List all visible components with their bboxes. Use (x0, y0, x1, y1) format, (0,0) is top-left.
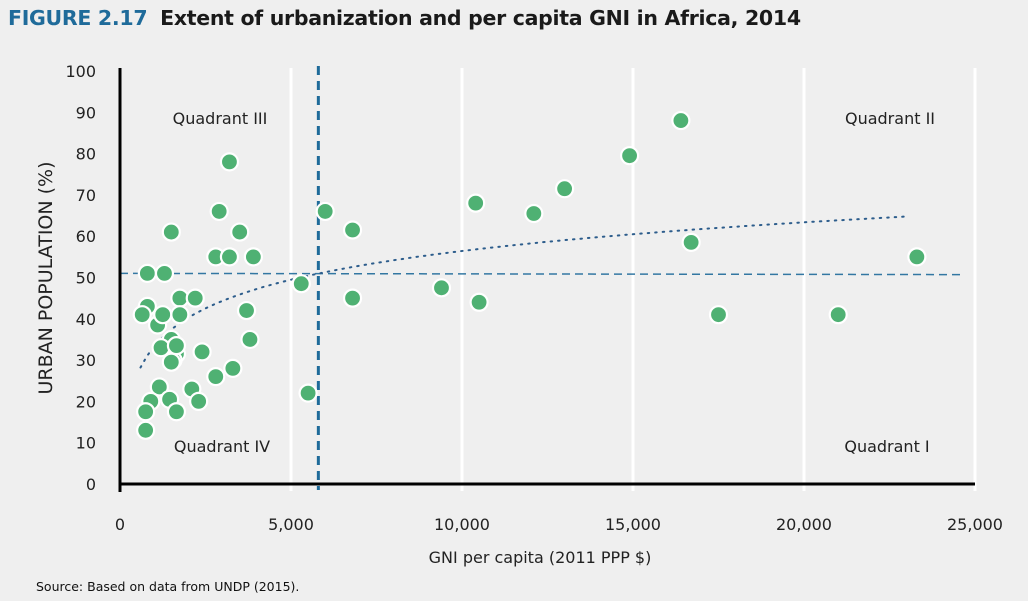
data-point (431, 278, 452, 298)
data-point (223, 358, 243, 378)
y-tick-labels: 0 10 20 30 40 50 60 70 80 90 100 (65, 62, 96, 494)
y-tick-label: 70 (76, 186, 96, 205)
source-note: Source: Based on data from UNDP (2015). (36, 579, 300, 594)
data-point (189, 391, 209, 411)
data-point (236, 300, 257, 321)
data-point (136, 402, 156, 422)
data-point (554, 179, 575, 199)
quadrant-labels: Quadrant III Quadrant II Quadrant IV Quadra… (173, 109, 935, 456)
axes (118, 68, 975, 492)
quadrant-label: Quadrant I (844, 437, 929, 456)
data-point (149, 377, 169, 397)
data-point (243, 247, 263, 267)
y-tick-label: 80 (76, 145, 96, 164)
x-tick-labels: 0 5,000 10,000 15,000 20,000 25,000 (115, 515, 1003, 534)
y-tick-label: 30 (76, 351, 96, 370)
data-point (524, 203, 544, 224)
data-point (154, 263, 175, 283)
quadrant-label: Quadrant IV (174, 437, 270, 456)
y-tick-label: 40 (76, 310, 96, 329)
data-point (681, 232, 701, 252)
data-point (132, 305, 152, 325)
data-point (828, 305, 848, 325)
data-point (151, 338, 171, 358)
data-point (708, 305, 729, 325)
x-tick-label: 10,000 (434, 515, 490, 534)
data-points (132, 110, 927, 440)
data-point (619, 146, 640, 166)
reference-lines (119, 66, 966, 490)
x-tick-label: 25,000 (947, 515, 1003, 534)
data-point (161, 222, 181, 242)
y-tick-label: 10 (76, 434, 96, 453)
data-point (469, 292, 489, 312)
y-axis-label: URBAN POPULATION (%) (35, 161, 57, 394)
quadrant-label: Quadrant III (173, 109, 268, 128)
y-tick-label: 90 (76, 103, 96, 122)
data-point (907, 247, 927, 267)
y-tick-label: 60 (76, 227, 96, 246)
data-point (137, 263, 157, 283)
x-tick-label: 20,000 (776, 515, 832, 534)
x-tick-label: 0 (115, 515, 125, 534)
quadrant-label: Quadrant II (845, 109, 935, 128)
data-point (209, 201, 229, 222)
y-tick-label: 100 (65, 62, 96, 81)
x-tick-label: 5,000 (268, 515, 314, 534)
data-point (671, 110, 691, 131)
y-tick-label: 0 (86, 475, 96, 494)
data-point (240, 329, 260, 350)
y-tick-label: 20 (76, 392, 96, 411)
y-tick-label: 50 (76, 269, 96, 288)
data-point (166, 402, 187, 422)
data-point (342, 220, 363, 240)
data-point (230, 222, 250, 242)
x-axis-label: GNI per capita (2011 PPP $) (429, 548, 652, 567)
figure-title: FIGURE 2.17 Extent of urbanization and p… (8, 6, 801, 30)
data-point (136, 420, 156, 440)
data-point (166, 336, 187, 356)
data-point (291, 274, 311, 294)
data-point (192, 342, 212, 362)
data-point (219, 152, 240, 172)
data-point (206, 367, 226, 387)
horizontal-reference-line (119, 272, 966, 276)
data-point (219, 247, 240, 267)
data-point (298, 383, 318, 403)
gridlines (289, 68, 977, 491)
x-tick-label: 15,000 (605, 515, 661, 534)
data-point (185, 288, 205, 308)
data-point (153, 305, 173, 325)
data-point (170, 305, 190, 325)
data-point (315, 201, 335, 222)
data-point (466, 193, 486, 213)
figure-caption: Extent of urbanization and per capita GN… (160, 6, 801, 30)
data-point (342, 288, 363, 308)
figure-number: FIGURE 2.17 (8, 6, 148, 30)
